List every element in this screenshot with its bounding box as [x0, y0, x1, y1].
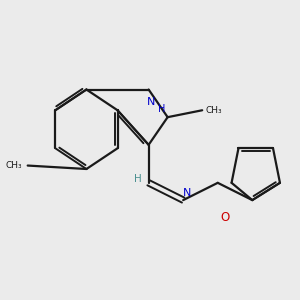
- Text: CH₃: CH₃: [6, 161, 22, 170]
- Text: N: N: [147, 97, 156, 106]
- Text: O: O: [220, 211, 229, 224]
- Text: H: H: [158, 103, 165, 113]
- Text: H: H: [134, 174, 141, 184]
- Text: CH₃: CH₃: [206, 106, 222, 115]
- Text: N: N: [182, 188, 191, 197]
